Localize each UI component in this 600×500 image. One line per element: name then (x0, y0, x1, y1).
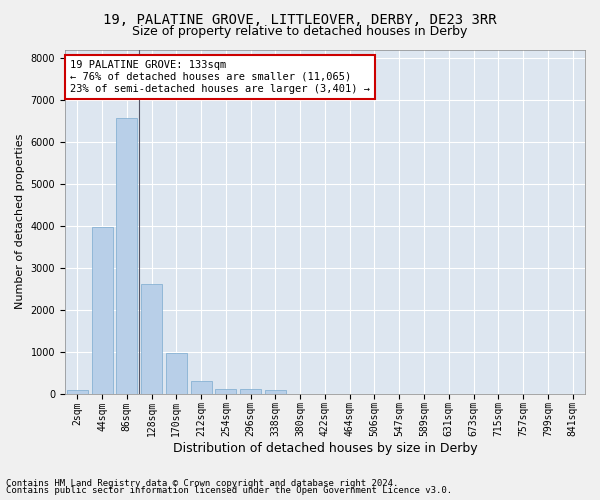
Text: Contains public sector information licensed under the Open Government Licence v3: Contains public sector information licen… (6, 486, 452, 495)
Bar (92, 227, 113, 394)
Bar (265, 390, 286, 394)
Bar (141, 284, 162, 394)
Text: 19 PALATINE GROVE: 133sqm
← 76% of detached houses are smaller (11,065)
23% of s: 19 PALATINE GROVE: 133sqm ← 76% of detac… (70, 60, 370, 94)
Text: Size of property relative to detached houses in Derby: Size of property relative to detached ho… (133, 25, 467, 38)
Text: 19, PALATINE GROVE, LITTLEOVER, DERBY, DE23 3RR: 19, PALATINE GROVE, LITTLEOVER, DERBY, D… (103, 12, 497, 26)
Bar (166, 354, 187, 394)
Bar (67, 390, 88, 394)
X-axis label: Distribution of detached houses by size in Derby: Distribution of detached houses by size … (173, 442, 477, 455)
Bar (240, 390, 261, 394)
Bar (191, 380, 212, 394)
Y-axis label: Number of detached properties: Number of detached properties (15, 134, 25, 310)
Bar (215, 388, 236, 394)
Text: Contains HM Land Registry data © Crown copyright and database right 2024.: Contains HM Land Registry data © Crown c… (6, 478, 398, 488)
Bar (116, 118, 137, 394)
